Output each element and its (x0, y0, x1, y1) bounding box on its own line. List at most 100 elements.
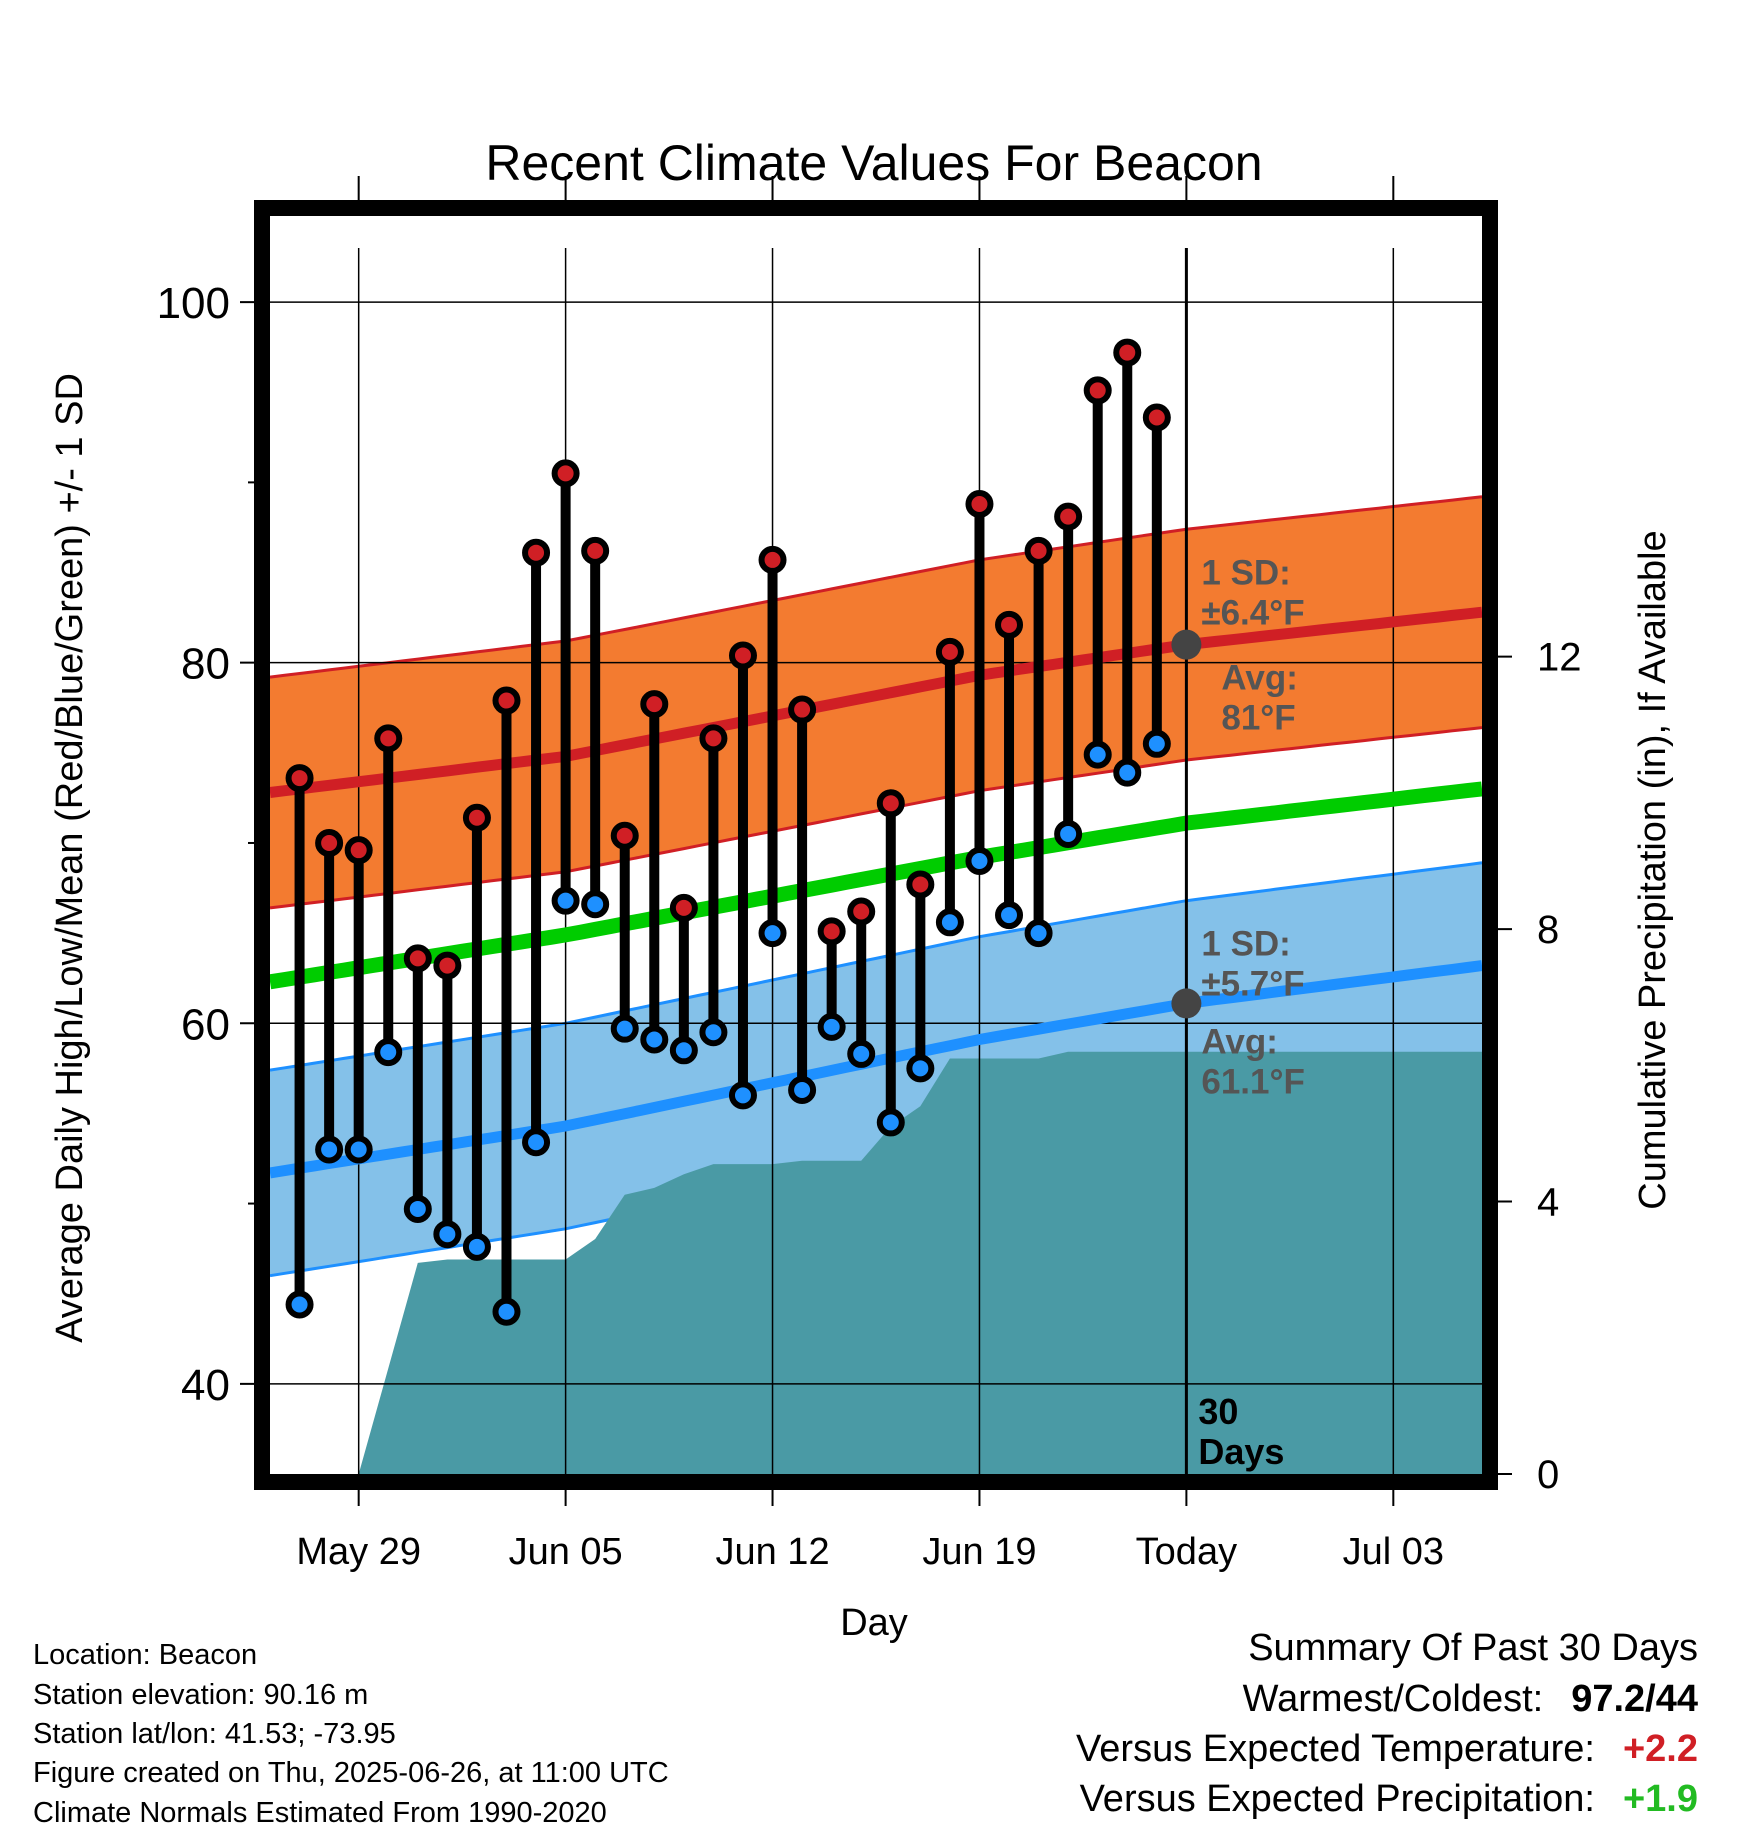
daily-low-point (462, 1232, 491, 1261)
daily-high-point (403, 944, 432, 973)
low-sd-annotation: 1 SD: (1201, 925, 1290, 964)
precip-label: Versus Expected Precipitation: (1079, 1778, 1595, 1820)
x-tick-label: Jul 03 (1343, 1531, 1444, 1573)
daily-low-point (1083, 740, 1112, 769)
low-avg-annotation: Avg: (1201, 1022, 1277, 1061)
high-sd-band (270, 496, 1482, 908)
daily-high-point (551, 459, 580, 488)
daily-low-point (965, 847, 994, 875)
daily-high-point (462, 803, 491, 832)
daily-high-point (817, 917, 846, 946)
daily-high-point (1024, 536, 1053, 565)
summary-warmest-row: Warmest/Coldest: 97.2/44 (1243, 1680, 1698, 1718)
daily-high-point (728, 641, 757, 670)
latlon-line: Station lat/lon: 41.53; -73.95 (33, 1718, 396, 1750)
summary-precip-row: Versus Expected Precipitation: +1.9 (1080, 1780, 1698, 1818)
daily-low-point (906, 1054, 935, 1083)
daily-high-point (847, 897, 876, 926)
y2-axis-label: Cumulative Precipitation (in), If Availa… (1632, 530, 1674, 1209)
high-avg-annotation: 81°F (1221, 699, 1295, 738)
daily-high-point (581, 536, 610, 565)
daily-high-point (758, 545, 787, 574)
daily-high-point (1113, 338, 1142, 367)
daily-low-point (433, 1220, 462, 1249)
daily-high-point (669, 893, 698, 922)
x-tick-label: Jun 19 (922, 1531, 1036, 1573)
daily-low-point (669, 1036, 698, 1065)
daily-low-point (285, 1290, 314, 1319)
x-tick-label: Jun 12 (715, 1531, 829, 1573)
y2-tick-label: 12 (1537, 636, 1582, 680)
high-avg-annotation: Avg: (1221, 659, 1297, 698)
daily-high-point (640, 690, 669, 719)
y-tick-label: 80 (181, 640, 230, 689)
y2-tick-label: 4 (1537, 1181, 1559, 1225)
daily-low-point (492, 1297, 521, 1326)
warmest-label: Warmest/Coldest: (1242, 1678, 1544, 1720)
today-high-avg-marker (1171, 629, 1202, 660)
daily-low-point (876, 1108, 905, 1137)
daily-high-point (315, 828, 344, 857)
daily-high-point (1142, 403, 1171, 432)
daily-low-point (581, 890, 610, 919)
daily-high-point (876, 789, 905, 818)
daily-low-point (935, 908, 964, 937)
y-tick-label: 60 (181, 1000, 230, 1049)
daily-high-point (995, 610, 1024, 639)
daily-low-point (522, 1128, 551, 1157)
x-axis-label: Day (840, 1602, 908, 1644)
daily-high-point (285, 764, 314, 793)
daily-high-point (344, 836, 373, 865)
low-avg-annotation: 61.1°F (1201, 1062, 1305, 1101)
daily-high-point (610, 821, 639, 850)
daily-low-point (344, 1135, 373, 1164)
normals-line: Climate Normals Estimated From 1990-2020 (33, 1797, 607, 1829)
daily-high-point (492, 686, 521, 715)
y-tick-label: 40 (181, 1361, 230, 1410)
high-sd-annotation: ±6.4°F (1201, 593, 1304, 632)
daily-low-point (1113, 758, 1142, 787)
y-axis-label: Average Daily High/Low/Mean (Red/Blue/Gr… (49, 373, 91, 1343)
low-sd-band (270, 862, 1482, 1276)
daily-low-point (1054, 819, 1083, 848)
chart-title: Recent Climate Values For Beacon (485, 135, 1262, 191)
x-tick-label: Jun 05 (509, 1531, 623, 1573)
daily-high-point (935, 637, 964, 666)
created-line: Figure created on Thu, 2025-06-26, at 11… (33, 1757, 669, 1789)
high-sd-annotation: 1 SD: (1201, 553, 1290, 592)
summary-title: Summary Of Past 30 Days (1248, 1627, 1698, 1669)
y2-tick-label: 0 (1537, 1453, 1559, 1497)
daily-low-point (699, 1018, 728, 1047)
daily-low-point (610, 1014, 639, 1043)
daily-low-point (403, 1194, 432, 1223)
low-sd-annotation: ±5.7°F (1201, 965, 1304, 1004)
high-sd-upper-edge (269, 495, 1483, 679)
daily-low-point (728, 1081, 757, 1110)
cumulative-precip-area (358, 1051, 1483, 1474)
daily-low-point (315, 1135, 344, 1164)
daily-low-point (640, 1025, 669, 1054)
x-tick-label: Today (1136, 1531, 1237, 1573)
window-label-unit: Days (1198, 1431, 1284, 1472)
daily-high-point (788, 695, 817, 724)
daily-low-point (551, 886, 580, 915)
y-tick-label: 100 (157, 279, 230, 328)
y2-tick-label: 8 (1537, 908, 1559, 952)
daily-low-point (758, 919, 787, 948)
daily-high-point (965, 490, 994, 519)
window-label-number: 30 (1198, 1391, 1238, 1432)
daily-low-point (995, 901, 1024, 930)
daily-high-point (906, 870, 935, 899)
daily-low-point (847, 1039, 876, 1068)
plot-frame (254, 200, 1498, 1490)
daily-low-point (374, 1038, 403, 1067)
high-avg-line (269, 606, 1483, 798)
precip-value: +1.9 (1622, 1778, 1698, 1820)
summary-temp-row: Versus Expected Temperature: +2.2 (1076, 1730, 1698, 1768)
temp-value: +2.2 (1622, 1728, 1698, 1770)
temp-label: Versus Expected Temperature: (1076, 1728, 1595, 1770)
daily-high-point (1054, 502, 1083, 531)
daily-high-point (1083, 376, 1112, 405)
daily-low-point (817, 1012, 846, 1041)
